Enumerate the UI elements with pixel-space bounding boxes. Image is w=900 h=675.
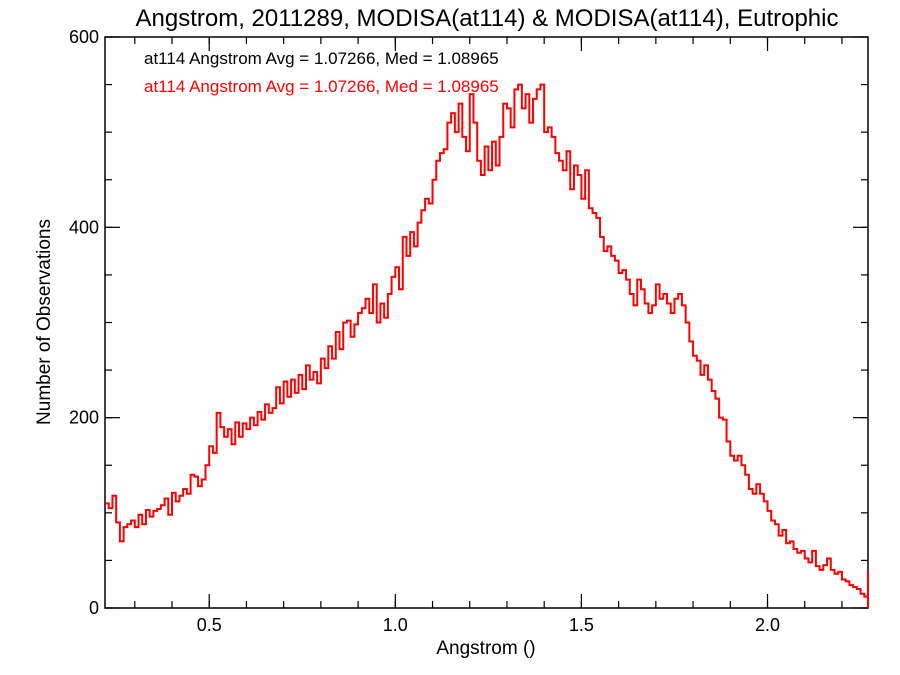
axis-tick-labels: 0.5 1.0 1.5 2.0 0 200 400 600 (69, 27, 780, 635)
x-tick-label: 1.0 (383, 615, 408, 635)
x-tick-label: 2.0 (755, 615, 780, 635)
x-tick-label: 1.5 (569, 615, 594, 635)
y-tick-label: 200 (69, 408, 99, 428)
annotation-red: at114 Angstrom Avg = 1.07266, Med = 1.08… (144, 77, 499, 96)
y-tick-label: 400 (69, 217, 99, 237)
axis-ticks (105, 36, 868, 609)
y-axis-label: Number of Observations (34, 219, 55, 425)
y-tick-label: 0 (89, 598, 99, 618)
chart-title: Angstrom, 2011289, MODISA(at114) & MODIS… (136, 5, 839, 32)
series-step-line (105, 83, 869, 608)
plot-frame (104, 36, 869, 609)
annotation-black: at114 Angstrom Avg = 1.07266, Med = 1.08… (144, 49, 499, 68)
y-tick-label: 600 (69, 27, 99, 47)
x-tick-label: 0.5 (197, 615, 222, 635)
x-axis-label: Angstrom () (436, 638, 535, 659)
